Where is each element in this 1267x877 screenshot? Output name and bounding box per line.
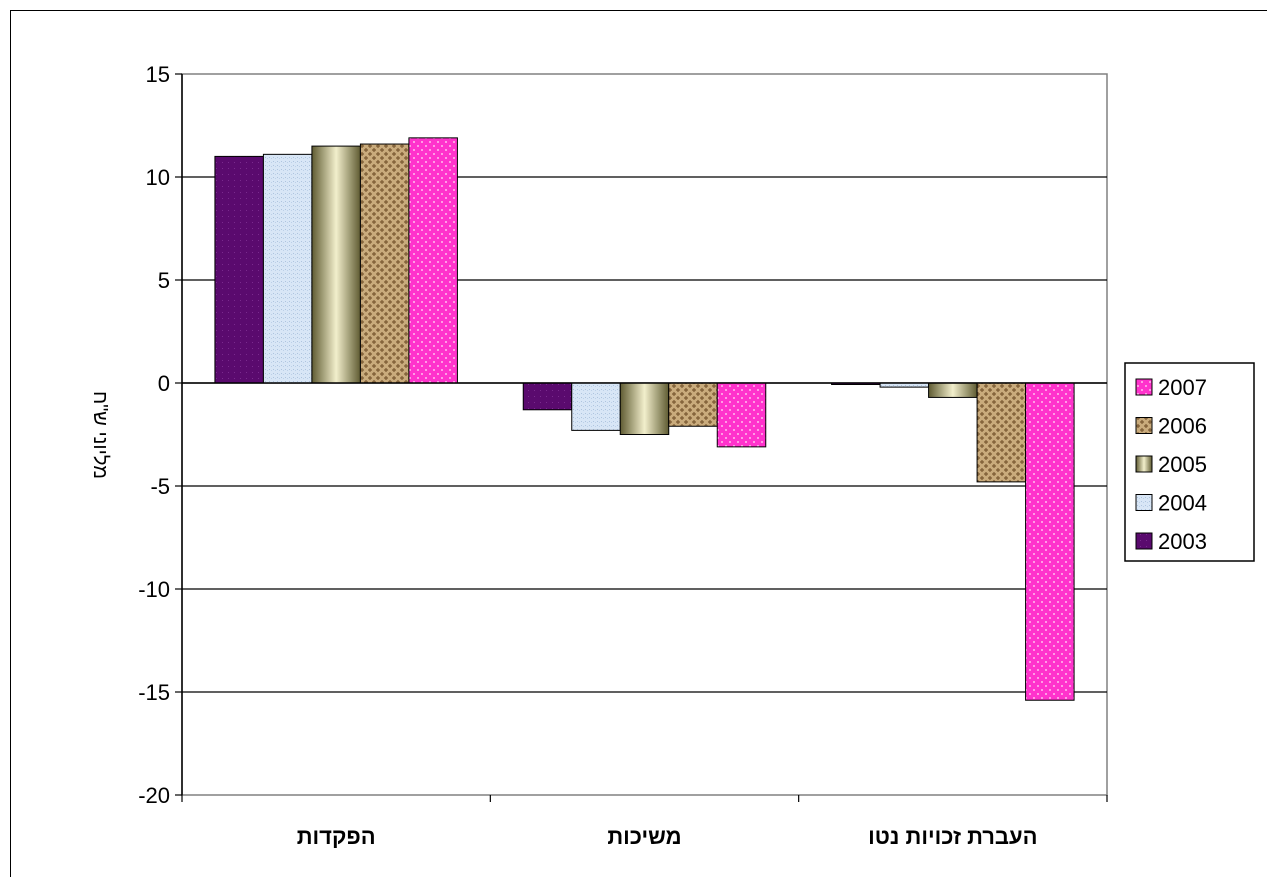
legend-label-2005: 2005 — [1158, 452, 1207, 477]
x-category-label: הפקדות — [297, 824, 376, 849]
legend-label-2006: 2006 — [1158, 414, 1207, 439]
legend-label-2004: 2004 — [1158, 491, 1207, 516]
x-category-label: העברת זכויות נטו — [868, 824, 1037, 849]
bar-2005-0 — [311, 145, 361, 384]
bar-2006-0 — [359, 143, 410, 384]
bar-2007-2 — [1025, 382, 1075, 701]
bar-2005-1 — [619, 382, 670, 435]
bar-2003-1 — [522, 382, 573, 411]
bar-2004-0 — [262, 153, 313, 384]
legend-swatch-2007 — [1135, 378, 1153, 396]
y-tick-labels: 15 10 5 0 -5 -10 -15 -20 — [138, 62, 170, 808]
bar-2007-0 — [408, 137, 458, 384]
chart-frame — [10, 10, 1267, 877]
y-tick-label: -20 — [138, 783, 170, 808]
y-tick-label: 15 — [146, 62, 170, 87]
bar-2007-1 — [716, 382, 767, 448]
legend-swatch-2004 — [1135, 494, 1153, 511]
x-category-labels: הפקדות משיכות העברת זכויות נטו — [297, 824, 1038, 849]
legend-swatch-2006 — [1135, 417, 1153, 434]
legend: 2007 2006 2005 2004 2003 — [1124, 362, 1255, 562]
y-tick-label: -10 — [138, 577, 170, 602]
bar-2003-0 — [214, 155, 264, 384]
bar-2004-1 — [571, 382, 621, 431]
y-axis-label: מליוני ש"ח — [89, 391, 111, 479]
bar-2006-1 — [668, 382, 718, 427]
legend-label-2003: 2003 — [1158, 529, 1207, 554]
legend-swatch-2005 — [1135, 455, 1153, 473]
x-category-label: משיכות — [607, 824, 681, 849]
bar-2005-2 — [928, 382, 978, 398]
y-tick-label: 0 — [158, 371, 170, 396]
axes — [175, 73, 1108, 802]
y-tick-label: 5 — [158, 268, 170, 293]
y-tick-label: -15 — [138, 680, 170, 705]
y-tick-label: -5 — [150, 474, 170, 499]
bar-2006-2 — [976, 382, 1027, 483]
legend-label-2007: 2007 — [1158, 375, 1207, 400]
bars — [214, 137, 1075, 701]
legend-swatch-2003 — [1135, 532, 1153, 550]
y-tick-label: 10 — [146, 165, 170, 190]
